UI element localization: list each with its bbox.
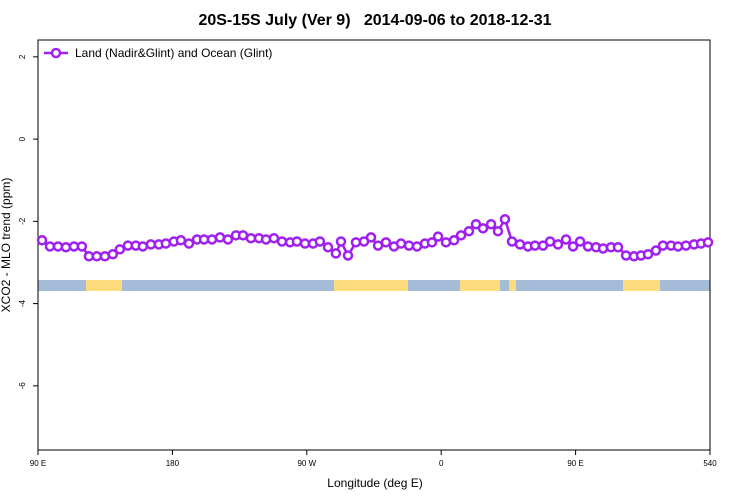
data-point [291, 236, 303, 247]
x-tick-label: 180 [166, 459, 180, 468]
data-point [560, 234, 572, 245]
x-axis-label: Longitude (deg E) [327, 476, 422, 490]
data-point [499, 214, 511, 225]
land-strip [460, 280, 500, 291]
data-point [60, 242, 72, 253]
data-point [335, 236, 347, 247]
data-point [36, 235, 48, 246]
data-point [597, 243, 609, 254]
data-point [680, 240, 692, 251]
data-point [299, 238, 311, 249]
surface-strip [38, 280, 710, 291]
data-point [245, 232, 257, 244]
data-point [529, 240, 541, 251]
land-strip [334, 280, 408, 291]
data-point [440, 237, 452, 248]
y-axis-label: XCO2 - MLO trend (ppm) [0, 178, 13, 313]
data-point [477, 223, 489, 234]
data-point [91, 251, 103, 262]
data-point [175, 235, 187, 246]
data-point [463, 225, 475, 237]
data-point [137, 241, 149, 252]
land-strip [86, 280, 122, 291]
land-strip [509, 280, 516, 291]
x-tick-label: 90 W [297, 459, 316, 468]
x-tick-label: 90 E [567, 459, 583, 468]
x-tick-label: 0 [439, 459, 444, 468]
y-tick-label: -6 [18, 382, 27, 390]
data-point [432, 231, 444, 242]
data-point [426, 237, 438, 248]
data-point [612, 242, 624, 253]
data-point [342, 250, 354, 261]
data-point [330, 248, 342, 259]
legend-marker [50, 47, 62, 59]
data-point [582, 241, 594, 252]
data-point [552, 239, 564, 250]
data-point [448, 235, 460, 246]
land-strip [623, 280, 660, 291]
data-point [492, 225, 504, 237]
chart-title: 20S-15S July (Ver 9) 2014-09-06 to 2018-… [198, 12, 551, 29]
data-point [76, 241, 88, 252]
data-point [403, 240, 415, 251]
data-point [657, 240, 669, 251]
data-point [260, 234, 272, 245]
data-point [567, 241, 579, 252]
data-point [365, 232, 377, 243]
data-point [114, 244, 126, 255]
y-tick-label: -4 [18, 299, 27, 307]
x-tick-label: 540 [703, 459, 717, 468]
data-point [314, 236, 326, 247]
data-point [206, 234, 218, 245]
data-point [160, 238, 172, 249]
data-point [650, 245, 662, 256]
data-point [455, 230, 467, 241]
data-point [276, 236, 288, 247]
legend-label: Land (Nadir&Glint) and Ocean (Glint) [75, 46, 272, 60]
data-point [322, 242, 334, 253]
data-point [574, 236, 586, 247]
data-point [183, 238, 195, 249]
data-point [222, 234, 234, 245]
y-tick-label: 2 [18, 54, 27, 59]
data-point [44, 241, 56, 252]
data-point [485, 218, 497, 230]
y-tick-label: 0 [18, 136, 27, 141]
data-point [107, 249, 119, 260]
data-point [702, 237, 714, 248]
data-point [642, 249, 654, 260]
data-point [380, 237, 392, 248]
x-tick-label: 90 E [30, 459, 46, 468]
data-point [506, 236, 518, 247]
data-point [268, 232, 280, 244]
y-tick-label: -2 [18, 217, 27, 225]
data-point [350, 237, 362, 248]
